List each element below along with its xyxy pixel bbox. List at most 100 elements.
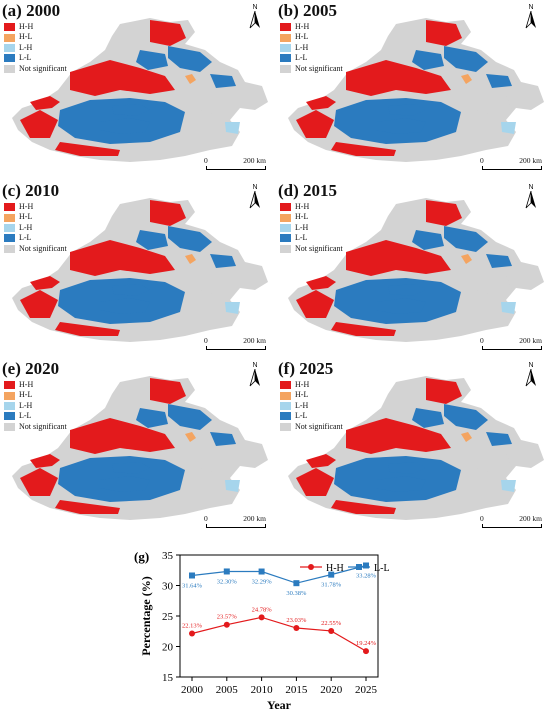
legend-swatch: [280, 203, 291, 212]
north-label: N: [252, 362, 258, 369]
legend-item-hl: H-L: [280, 390, 343, 400]
cluster-patch-ll: [100, 298, 150, 314]
cluster-patch-ll: [388, 462, 426, 474]
map-panel-d: (d) 2015 H-H H-L L-H L-L Not significant N 0 200…: [276, 180, 546, 356]
y-axis-label: Percentage (%): [139, 576, 153, 655]
legend-swatch: [280, 43, 291, 52]
panel-title: (c) 2010: [2, 181, 60, 200]
legend-text-L-L: L-L: [374, 563, 390, 574]
legend-item-hh: H-H: [280, 380, 343, 390]
legend-item-ns: Not significant: [280, 244, 343, 254]
legend-label: L-L: [19, 233, 32, 243]
cluster-patch-hh: [55, 500, 120, 514]
map-legend: H-H H-L L-H L-L Not significant: [280, 202, 343, 254]
legend-label: Not significant: [19, 243, 67, 253]
cluster-patch-hh: [331, 322, 396, 336]
data-point-L-L: [223, 568, 230, 575]
x-axis-label: Year: [267, 698, 292, 712]
data-label: 19.24%: [356, 640, 377, 647]
north-arrow-icon: N: [248, 184, 262, 211]
region-map: [288, 198, 544, 342]
cluster-patch-ll: [168, 404, 212, 430]
north-label: N: [528, 362, 534, 369]
panel-title: (b) 2005: [278, 1, 338, 20]
cluster-patch-hh: [150, 20, 186, 46]
map-legend: H-H H-L L-H L-L Not significant: [4, 202, 67, 254]
cluster-patch-ll: [136, 408, 168, 428]
scale-bar: 0 200 km: [204, 514, 266, 528]
cluster-patch-hh: [70, 418, 175, 454]
legend-swatch: [4, 412, 15, 421]
cluster-patch-ll: [100, 118, 150, 134]
data-point-H-H: [293, 625, 300, 632]
x-tick-label: 2020: [320, 684, 343, 696]
legend-swatch: [4, 43, 15, 52]
cluster-patch-ns: [196, 448, 236, 474]
legend-item-hl: H-L: [4, 32, 67, 42]
x-tick-label: 2005: [216, 684, 239, 696]
legend-label: L-H: [295, 400, 309, 410]
cluster-patch-hh: [426, 378, 462, 404]
data-point-H-H: [328, 627, 335, 634]
data-label: 22.13%: [182, 623, 203, 630]
data-point-L-L: [258, 568, 265, 575]
legend-label: L-L: [19, 53, 32, 63]
map-legend: H-H H-L L-H L-L Not significant: [4, 22, 67, 74]
legend-swatch: [280, 391, 291, 400]
north-arrow-icon: N: [248, 4, 262, 31]
north-label: N: [528, 184, 534, 191]
cluster-patch-ll: [376, 476, 426, 492]
cluster-patch-ns: [472, 90, 512, 116]
legend-item-hh: H-H: [280, 202, 343, 212]
scale-bar: 0 200 km: [204, 336, 266, 350]
legend-item-ns: Not significant: [4, 64, 67, 74]
legend-swatch: [4, 381, 15, 390]
legend-item-hl: H-L: [4, 390, 67, 400]
scale-bar-line: [206, 166, 266, 170]
cluster-patch-hh: [30, 276, 60, 290]
cluster-patch-hh: [426, 200, 462, 226]
scale-zero: 0: [204, 514, 208, 523]
legend-label: H-L: [19, 32, 33, 42]
legend-label: L-L: [19, 411, 32, 421]
cluster-patch-ll: [486, 432, 512, 446]
x-tick-label: 2000: [181, 684, 204, 696]
cluster-patch-ll: [112, 284, 150, 296]
cluster-patch-ll: [136, 230, 168, 250]
scale-bar: 0 200 km: [480, 156, 542, 170]
x-tick-label: 2010: [251, 684, 274, 696]
cluster-patch-ns: [472, 448, 512, 474]
y-tick-label: 20: [162, 642, 174, 654]
cluster-patch-ns: [196, 270, 236, 296]
cluster-patch-hh: [20, 468, 58, 496]
data-label: 33.28%: [356, 572, 377, 579]
cluster-patch-ll: [168, 46, 212, 72]
map-panel-f: (f) 2025 H-H H-L L-H L-L Not significant N 0 200…: [276, 358, 546, 534]
cluster-patch-hh: [306, 276, 336, 290]
map-panel-e: (e) 2020 H-H H-L L-H L-L Not significant N 0 200…: [0, 358, 270, 534]
legend-label: L-L: [295, 53, 308, 63]
north-label: N: [252, 4, 258, 11]
cluster-patch-hl: [185, 254, 196, 264]
cluster-patch-ll: [412, 50, 444, 70]
legend-label: H-L: [295, 212, 309, 222]
data-point-H-H: [189, 630, 195, 637]
cluster-patch-ll: [210, 254, 236, 268]
cluster-patch-ll: [210, 74, 236, 88]
legend-item-hl: H-L: [4, 212, 67, 222]
legend-label: L-H: [19, 42, 33, 52]
map-panel-b: (b) 2005 H-H H-L L-H L-L Not significant N 0 200…: [276, 0, 546, 176]
cluster-patch-hl: [461, 432, 472, 442]
legend-label: Not significant: [295, 243, 343, 253]
scale-bar-line: [206, 524, 266, 528]
legend-label: H-H: [295, 22, 310, 31]
legend-item-lh: L-H: [280, 43, 343, 53]
legend-swatch: [280, 412, 291, 421]
panel-title: (a) 2000: [2, 1, 61, 20]
legend-label: Not significant: [19, 421, 67, 431]
cluster-patch-ll: [444, 46, 488, 72]
legend-item-hl: H-L: [280, 212, 343, 222]
legend-item-hh: H-H: [280, 22, 343, 32]
scale-zero: 0: [204, 336, 208, 345]
cluster-patch-hl: [461, 74, 472, 84]
